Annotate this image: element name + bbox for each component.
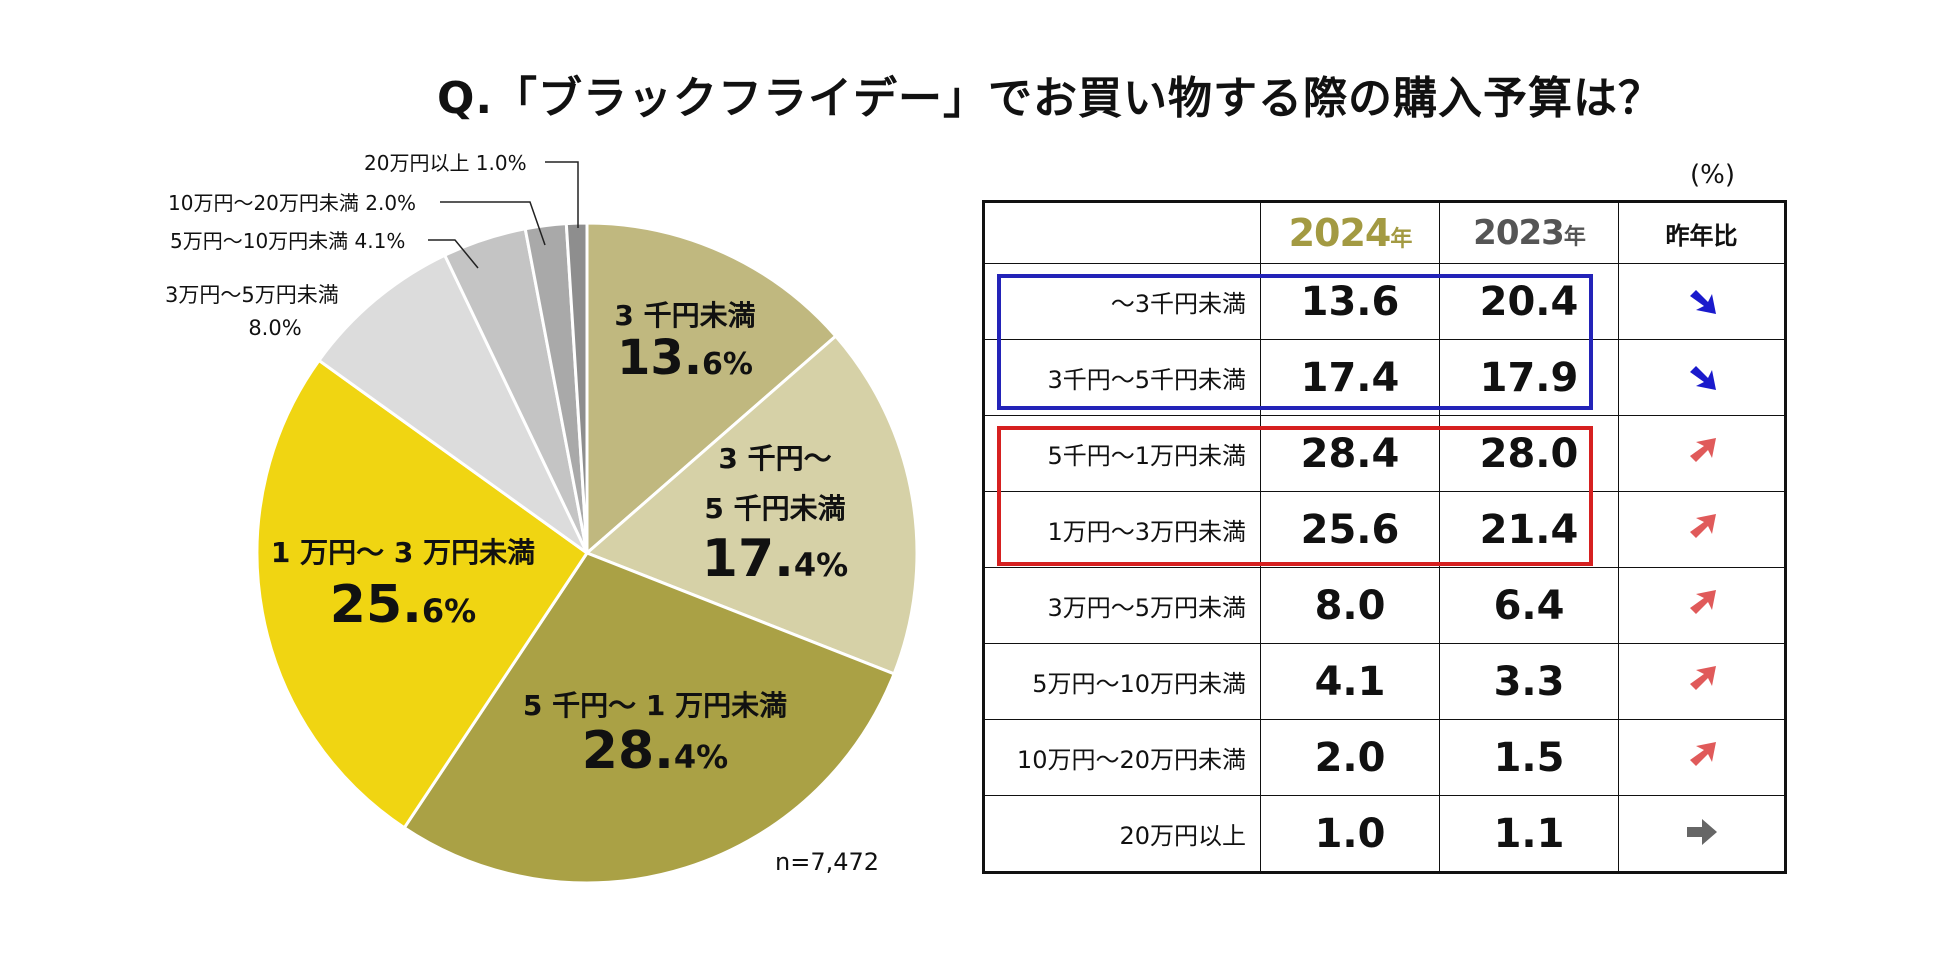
leader-line — [440, 201, 546, 246]
year-2024-suffix: 年 — [1390, 227, 1412, 252]
value-2023: 6.4 — [1439, 567, 1619, 644]
increase-highlight-box — [997, 426, 1593, 566]
increase-arrow-icon — [1684, 510, 1720, 550]
trend-cell — [1618, 719, 1786, 796]
row-label: 3千円〜5千円未満 — [983, 339, 1261, 416]
pie-slice — [316, 253, 589, 555]
trend-cell — [1618, 567, 1786, 644]
chart-title: Q.「ブラックフライデー」でお買い物する際の購入予算は？ — [436, 73, 1664, 124]
increase-arrow-icon — [1684, 586, 1720, 626]
trend-cell — [1618, 491, 1786, 568]
value-2023: 3.3 — [1439, 643, 1619, 720]
slice-label: 3万円〜5万円未満 — [165, 283, 339, 307]
row-label: 1万円〜3万円未満 — [983, 491, 1261, 568]
increase-arrow-icon — [1684, 662, 1720, 702]
pie-slice — [255, 358, 590, 830]
pie-slice — [584, 333, 919, 676]
header-label-cell — [983, 201, 1261, 264]
value-2023: 1.5 — [1439, 719, 1619, 796]
row-label: 3万円〜5万円未満 — [983, 567, 1261, 644]
pie-slice — [585, 221, 838, 557]
row-label: 10万円〜20万円未満 — [983, 719, 1261, 796]
slice-label: 5万円〜10万円未満 4.1% — [170, 229, 405, 253]
table-row: 20万円以上 1.0 1.1 — [983, 795, 1786, 873]
header-2024: 2024年 — [1260, 201, 1440, 264]
trend-cell — [1618, 643, 1786, 720]
header-compare: 昨年比 — [1618, 201, 1786, 264]
leader-line — [428, 239, 479, 269]
slice-label: 8.0% — [248, 316, 301, 340]
row-label: 5万円〜10万円未満 — [983, 643, 1261, 720]
increase-arrow-icon — [1684, 434, 1720, 474]
unit-label: (%) — [1690, 160, 1735, 190]
table-row: 10万円〜20万円未満 2.0 1.5 — [983, 719, 1786, 796]
value-2024: 17.4 — [1260, 339, 1440, 416]
slice-label: 20万円以上 1.0% — [364, 151, 527, 175]
value-2023: 1.1 — [1439, 795, 1619, 873]
table-header-row: 2024年 2023年 昨年比 — [983, 201, 1786, 264]
leader-line — [545, 161, 579, 228]
decrease-arrow-icon — [1684, 358, 1720, 398]
year-2024: 2024 — [1288, 211, 1392, 255]
value-2024: 8.0 — [1260, 567, 1440, 644]
slice-label: 5 千円未満 — [704, 492, 845, 525]
decrease-highlight-box — [997, 274, 1593, 410]
sample-size: n=7,472 — [775, 848, 880, 876]
pie-slice — [402, 551, 897, 885]
slice-label: 10万円〜20万円未満 2.0% — [168, 191, 416, 215]
slice-value-label: 13.6% — [617, 330, 753, 386]
header-2023: 2023年 — [1439, 201, 1619, 264]
value-2024: 1.0 — [1260, 795, 1440, 873]
trend-cell — [1618, 415, 1786, 492]
row-label: 20万円以上 — [983, 795, 1261, 873]
unchanged-arrow-icon — [1684, 814, 1720, 854]
value-2024: 2.0 — [1260, 719, 1440, 796]
slice-label: 3 千円未満 — [614, 299, 755, 332]
decrease-arrow-icon — [1684, 282, 1720, 322]
table-row: 5万円〜10万円未満 4.1 3.3 — [983, 643, 1786, 720]
trend-cell — [1618, 339, 1786, 416]
table-row: 3万円〜5万円未満 8.0 6.4 — [983, 567, 1786, 644]
slice-value-label: 28.4% — [582, 721, 728, 781]
year-2023: 2023 — [1473, 213, 1565, 253]
year-2023-suffix: 年 — [1563, 225, 1586, 250]
increase-arrow-icon — [1684, 738, 1720, 778]
slice-label: 5 千円〜 1 万円未満 — [523, 689, 787, 722]
value-2024: 25.6 — [1260, 491, 1440, 568]
slice-label: 3 千円〜 — [718, 442, 831, 475]
slice-value-label: 17.4% — [702, 529, 848, 589]
slice-label: 1 万円〜 3 万円未満 — [271, 536, 535, 569]
pie-slice — [564, 221, 589, 554]
trend-cell — [1618, 263, 1786, 340]
slice-value-label: 25.6% — [330, 575, 476, 635]
value-2024: 4.1 — [1260, 643, 1440, 720]
trend-cell — [1618, 795, 1786, 873]
